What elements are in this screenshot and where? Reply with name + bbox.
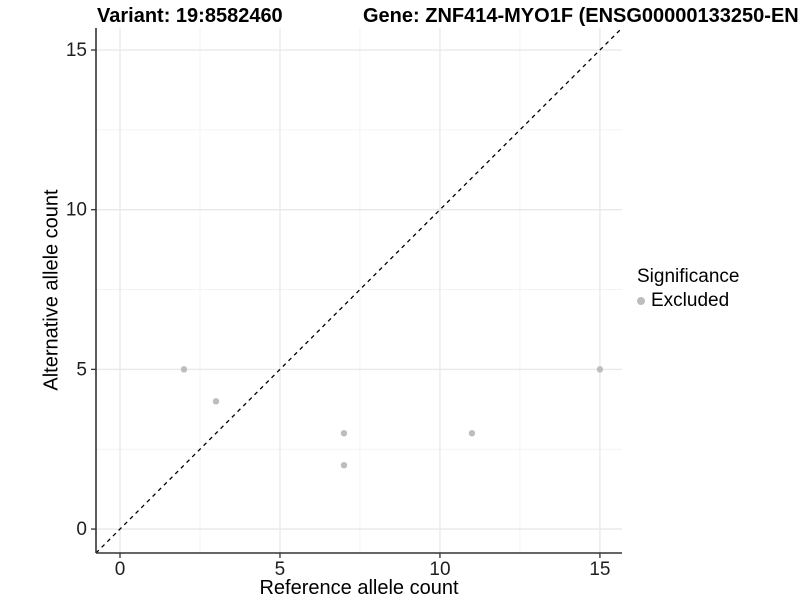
plot-title-gene: Gene: ZNF414-MYO1F (ENSG00000133250-EN	[363, 5, 799, 27]
legend-item-excluded: Excluded	[637, 290, 739, 312]
y-tick-label: 0	[76, 519, 87, 540]
x-axis-label: Reference allele count	[259, 577, 459, 599]
legend-point-icon	[637, 297, 645, 305]
data-point	[468, 430, 476, 437]
y-tick-label: 15	[66, 40, 87, 61]
plot-title-variant: Variant: 19:8582460	[97, 5, 283, 27]
legend: Significance Excluded	[637, 266, 739, 312]
legend-title: Significance	[637, 266, 740, 287]
data-point	[212, 398, 220, 405]
identity-dashed-line	[95, 27, 623, 554]
y-tick-label: 10	[66, 200, 87, 221]
x-tick-label: 0	[115, 559, 126, 580]
data-point	[340, 430, 348, 437]
y-tick-label: 5	[76, 359, 87, 380]
legend-item-label: Excluded	[651, 290, 730, 311]
x-tick-label: 15	[589, 559, 610, 580]
x-tick-label: 5	[275, 559, 286, 580]
data-point	[340, 461, 348, 469]
data-point	[596, 366, 604, 373]
y-axis-label: Alternative allele count	[40, 189, 63, 391]
x-tick-label: 10	[429, 559, 450, 580]
data-point	[180, 366, 188, 373]
